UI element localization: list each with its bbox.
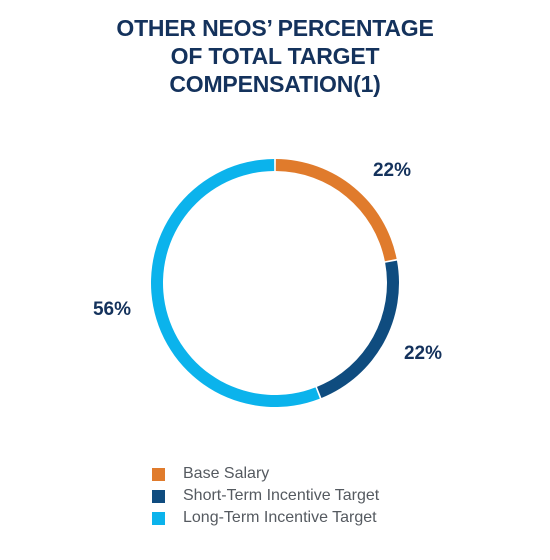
legend-swatch-long-term-incentive — [152, 511, 165, 525]
chart-title-line-1: OTHER NEOS’ PERCENTAGE — [116, 15, 434, 41]
donut-slice-short-term-incentive — [316, 260, 399, 398]
donut-labels: 22% 22% 56% — [93, 160, 442, 364]
donut-slices — [150, 159, 399, 407]
slice-label-long-term-incentive: 56% — [93, 299, 131, 320]
legend-label-base-salary: Base Salary — [183, 465, 270, 482]
legend: Base Salary Short-Term Incentive Target … — [152, 463, 379, 529]
donut-chart: 22% 22% 56% — [93, 159, 442, 407]
legend-label-short-term-incentive: Short-Term Incentive Target — [183, 487, 380, 504]
legend-item-short-term-incentive: Short-Term Incentive Target — [152, 485, 379, 507]
legend-item-base-salary: Base Salary — [152, 463, 379, 485]
legend-swatch-short-term-incentive — [152, 489, 165, 503]
donut-slice-base-salary — [275, 159, 397, 262]
slice-label-base-salary: 22% — [373, 160, 411, 181]
chart-title-line-3: COMPENSATION(1) — [169, 71, 381, 97]
donut-slice-long-term-incentive — [150, 159, 320, 407]
chart-title-line-2: OF TOTAL TARGET — [170, 43, 380, 69]
legend-swatch-base-salary — [152, 467, 165, 481]
legend-item-long-term-incentive: Long-Term Incentive Target — [152, 507, 379, 529]
legend-label-long-term-incentive: Long-Term Incentive Target — [183, 509, 377, 526]
slice-label-short-term-incentive: 22% — [404, 343, 442, 364]
chart-title: OTHER NEOS’ PERCENTAGE OF TOTAL TARGET C… — [0, 14, 550, 98]
